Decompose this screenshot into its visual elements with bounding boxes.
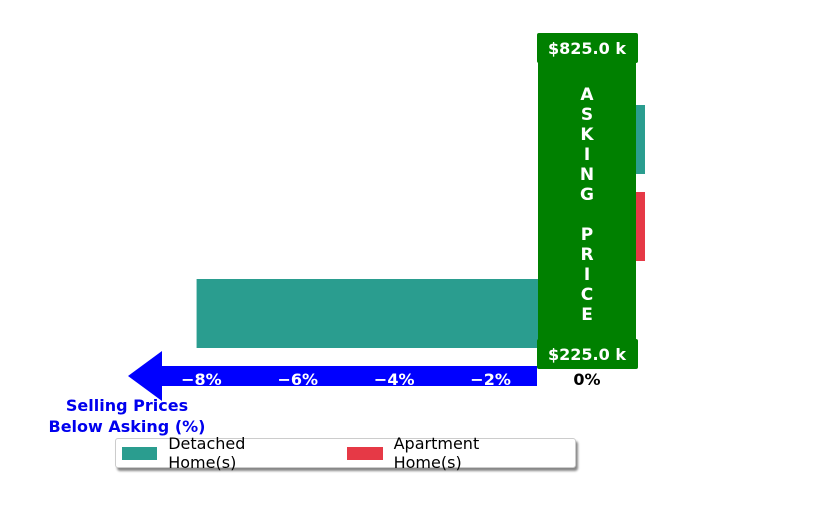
banner-letter-0: A xyxy=(580,85,594,105)
legend-label-detached: Detached Home(s) xyxy=(168,434,246,472)
banner-letter-1: S xyxy=(581,105,593,125)
x-tick-labels: −8% −6% −4% −2% 0% xyxy=(181,370,600,389)
banner-letter-9: I xyxy=(584,265,590,285)
price-bottom-label: $225.0 k xyxy=(548,345,626,364)
x-tick-label-2: −4% xyxy=(374,370,415,389)
banner-letter-11: E xyxy=(581,305,593,325)
price-bottom-box xyxy=(537,339,638,369)
price-top-label: $825.0 k xyxy=(548,39,626,58)
bar-detached-2 xyxy=(196,279,587,348)
banner-background xyxy=(538,42,636,360)
banner-letter-8: R xyxy=(580,245,593,265)
legend-item-apartment: Apartment Home(s) xyxy=(347,434,549,472)
banner-letter-5: G xyxy=(580,185,594,205)
legend-label-apartment: Apartment Home(s) xyxy=(393,434,480,472)
legend-item-detached: Detached Home(s) xyxy=(122,434,315,472)
x-axis-title-line-2: Below Asking (%) xyxy=(49,417,206,436)
banner-letter-4: N xyxy=(580,165,594,185)
banner-letter-3: I xyxy=(584,145,590,165)
banner-letter-7: P xyxy=(581,225,593,245)
banner-letter-10: C xyxy=(581,285,593,305)
legend: Detached Home(s) Apartment Home(s) xyxy=(115,434,576,472)
legend-swatch-detached xyxy=(122,446,158,460)
price-top-box xyxy=(537,33,638,63)
x-axis-title-line-1: Selling Prices xyxy=(66,396,188,415)
x-tick-label-3: −2% xyxy=(470,370,511,389)
left-arrow xyxy=(128,351,537,401)
bars-layer xyxy=(196,105,645,348)
x-tick-label-1: −6% xyxy=(278,370,319,389)
x-tick-label-4: 0% xyxy=(573,370,600,389)
banner-letter-2: K xyxy=(580,125,594,145)
legend-swatch-apartment xyxy=(347,446,383,460)
x-tick-label-0: −8% xyxy=(181,370,222,389)
axis-arrow xyxy=(128,351,537,401)
